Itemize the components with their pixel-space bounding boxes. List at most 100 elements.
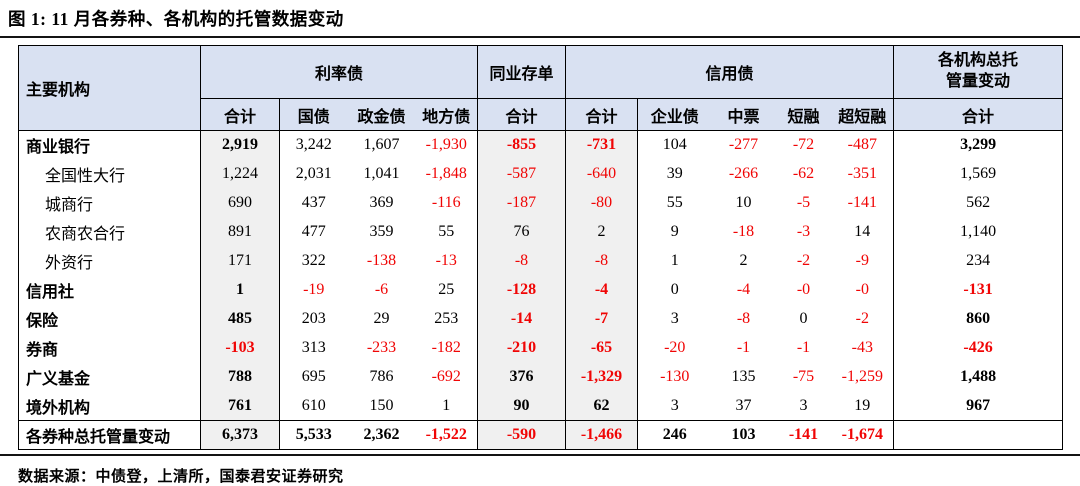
value-cell: -426: [963, 339, 993, 356]
table-body: 商业银行 2,919 3,242 1,607 -1,930 -855 -731 104 -277…: [18, 130, 1063, 450]
value-cell: -6: [374, 281, 389, 298]
value-cell: -640: [565, 159, 639, 189]
table-row: 外资行 171 322 -138 -13 -8 -8 1 2 -2 -9 234: [18, 246, 1063, 276]
value-cell: 25: [415, 275, 479, 305]
value-cell: 3,242: [295, 136, 332, 154]
value-cell: 29: [373, 310, 390, 327]
value-cell: 1: [415, 391, 479, 421]
table-row: 城商行 690 437 369 -116 -187 -80 55 10 -5 -141 562: [18, 188, 1063, 218]
row-label: 广义基金: [18, 362, 201, 392]
value-cell: 788: [200, 362, 280, 392]
value-cell: 891: [200, 217, 280, 247]
value-cell: 14: [831, 217, 895, 247]
value-cell: 967: [966, 396, 991, 414]
value-cell: -4: [736, 281, 751, 298]
value-cell: -43: [831, 333, 895, 363]
value-cell: -0: [796, 281, 811, 298]
value-cell: -351: [831, 159, 895, 189]
row-label: 商业银行: [18, 130, 201, 160]
group-header-rate-bonds: 利率债: [200, 45, 479, 99]
value-cell: 1,224: [200, 159, 280, 189]
subheader-rate-total: 合计: [200, 98, 280, 131]
row-label: 全国性大行: [18, 159, 201, 189]
group-header-institution-total: 各机构总托 管量变动: [893, 45, 1063, 99]
value-cell: 55: [666, 194, 683, 211]
value-cell: -62: [792, 165, 815, 182]
value-cell: -0: [831, 275, 895, 305]
value-cell: -14: [477, 304, 567, 334]
value-cell: 253: [415, 304, 479, 334]
table-row: 商业银行 2,919 3,242 1,607 -1,930 -855 -731 104 -277…: [18, 130, 1063, 160]
value-cell: 0: [799, 310, 808, 327]
value-cell: 1,041: [363, 165, 400, 182]
source-note: 数据来源：中债登，上清所，国泰君安证券研究: [18, 469, 344, 485]
table-row: 农商农合行 891 477 359 55 76 2 9 -18 -3 14 1,140: [18, 217, 1063, 247]
figure-title: 图 1: 11 月各券种、各机构的托管数据变动: [8, 9, 344, 29]
subheader-policy-bank: 政金债: [347, 98, 416, 131]
row-label: 保险: [18, 304, 201, 334]
value-cell: 1,488: [960, 368, 997, 385]
subheader-enterprise: 企业债: [637, 98, 712, 131]
table-row: 券商 -103 313 -233 -182 -210 -65 -20 -1 -1 -43 -426: [18, 333, 1063, 363]
subheader-cp: 短融: [775, 98, 832, 131]
value-cell: -1,329: [565, 362, 639, 392]
value-cell: -277: [728, 136, 759, 154]
value-cell: -587: [477, 159, 567, 189]
value-cell: 2: [565, 217, 639, 247]
table-row: 全国性大行 1,224 2,031 1,041 -1,848 -587 -640 39 -266…: [18, 159, 1063, 189]
value-cell: -72: [792, 136, 815, 154]
value-cell: 437: [301, 194, 326, 211]
value-cell: 19: [831, 391, 895, 421]
value-cell: 376: [477, 362, 567, 392]
group-header-ncd: 同业存单: [477, 45, 567, 99]
value-cell: 2,362: [347, 420, 416, 450]
subheader-scp: 超短融: [831, 98, 895, 131]
row-label: 各券种总托管量变动: [18, 420, 201, 450]
value-cell: -65: [565, 333, 639, 363]
value-cell: -141: [831, 188, 895, 218]
value-cell: 135: [731, 368, 756, 385]
value-cell: 150: [369, 396, 394, 414]
value-cell: -138: [366, 252, 397, 269]
value-cell: 104: [662, 136, 687, 154]
value-cell: 55: [415, 217, 479, 247]
value-cell: 369: [369, 194, 394, 211]
corner-header: 主要机构: [18, 45, 201, 131]
value-cell: -8: [477, 246, 567, 276]
table-row: 广义基金 788 695 786 -692 376 -1,329 -130 135 -75 -1,2…: [18, 362, 1063, 392]
row-label: 外资行: [18, 246, 201, 276]
value-cell: -731: [565, 130, 639, 160]
value-cell: -1: [736, 339, 751, 356]
title-divider: [0, 36, 1080, 38]
value-cell: 203: [301, 310, 326, 327]
value-cell: 1,569: [960, 165, 997, 182]
value-cell: 103: [711, 420, 776, 450]
value-cell: 2: [739, 252, 748, 269]
value-cell: -1,522: [415, 420, 479, 450]
value-cell: 76: [477, 217, 567, 247]
value-cell: 1: [670, 252, 679, 269]
value-cell: 1,607: [363, 136, 400, 154]
table-row: 信用社 1 -19 -6 25 -128 -4 0 -4 -0 -0 -131: [18, 275, 1063, 305]
value-cell: -128: [477, 275, 567, 305]
value-cell: 477: [301, 223, 326, 240]
value-cell: -4: [565, 275, 639, 305]
header-sub-row: 合计 国债 政金债 地方债 合计 合计 企业债 中票 短融 超短融 合计: [19, 98, 1063, 131]
value-cell: -266: [728, 165, 759, 182]
subheader-credit-total: 合计: [565, 98, 639, 131]
table-bottom-divider: [0, 454, 1080, 456]
subheader-inst-total: 合计: [893, 98, 1063, 131]
value-cell: -103: [200, 333, 280, 363]
row-label: 城商行: [18, 188, 201, 218]
value-cell: -1,259: [831, 362, 895, 392]
value-cell: -19: [303, 281, 325, 298]
value-cell: -75: [792, 368, 815, 385]
value-cell: -1,930: [415, 130, 479, 160]
value-cell: 3: [799, 396, 808, 414]
value-cell: -9: [831, 246, 895, 276]
value-cell: 610: [301, 396, 326, 414]
value-cell: 3: [670, 396, 679, 414]
value-cell: 90: [477, 391, 567, 421]
value-cell: 359: [369, 223, 394, 240]
value-cell: -1,674: [831, 420, 895, 450]
